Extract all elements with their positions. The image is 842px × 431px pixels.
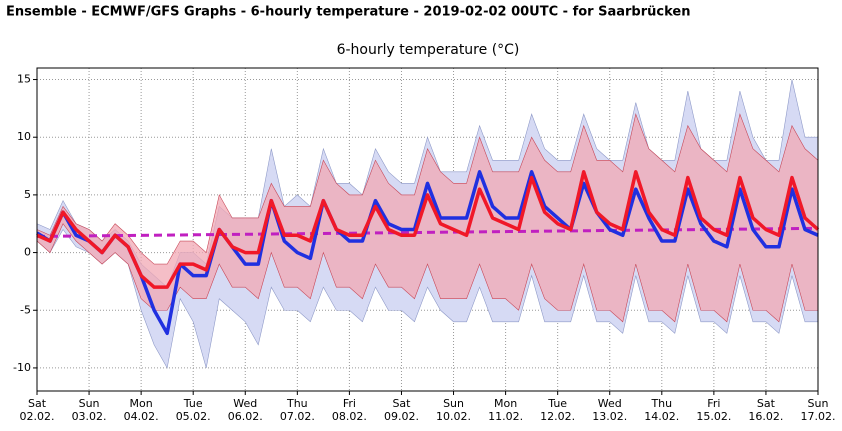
x-tick-weekday: Fri — [707, 397, 720, 410]
x-tick-weekday: Sun — [79, 397, 100, 410]
y-tick-label: 10 — [17, 130, 31, 143]
x-tick-weekday: Wed — [233, 397, 257, 410]
y-tick-label: 0 — [24, 246, 31, 259]
y-tick-label: 15 — [17, 73, 31, 86]
y-tick-label: -5 — [20, 303, 31, 316]
climate-line — [36, 226, 819, 238]
series-line — [36, 170, 820, 289]
x-tick-label: 15.02. — [696, 410, 731, 423]
x-tick-label: 06.02. — [228, 410, 263, 423]
y-tick-label: 5 — [24, 188, 31, 201]
x-tick-label: 03.02. — [72, 410, 107, 423]
x-tick-label: 09.02. — [384, 410, 419, 423]
chart-title: 6-hourly temperature (°C) — [337, 42, 520, 58]
x-tick-label: 17.02. — [801, 410, 836, 423]
x-tick-label: 11.02. — [488, 410, 523, 423]
x-tick-weekday: Wed — [598, 397, 622, 410]
x-tick-label: 04.02. — [124, 410, 159, 423]
x-tick-label: 07.02. — [280, 410, 315, 423]
x-tick-label: 10.02. — [436, 410, 471, 423]
x-tick-label: 02.02. — [20, 410, 55, 423]
x-tick-weekday: Mon — [494, 397, 517, 410]
x-tick-weekday: Thu — [650, 397, 672, 410]
plot-frame — [36, 67, 819, 392]
series-line — [36, 170, 819, 336]
x-tick-weekday: Sat — [28, 397, 47, 410]
x-tick-label: 08.02. — [332, 410, 367, 423]
x-tick-weekday: Tue — [547, 397, 567, 410]
x-tick-weekday: Sat — [392, 397, 411, 410]
x-tick-weekday: Mon — [130, 397, 153, 410]
x-tick-weekday: Sat — [757, 397, 776, 410]
x-tick-label: 16.02. — [748, 410, 783, 423]
x-tick-label: 14.02. — [644, 410, 679, 423]
x-tick-weekday: Thu — [286, 397, 308, 410]
x-tick-label: 13.02. — [592, 410, 627, 423]
plot — [36, 68, 820, 391]
x-tick-label: 12.02. — [540, 410, 575, 423]
x-tick-weekday: Fri — [343, 397, 356, 410]
x-tick-label: 05.02. — [176, 410, 211, 423]
x-tick-weekday: Sun — [808, 397, 829, 410]
x-tick-weekday: Sun — [443, 397, 464, 410]
x-tick-weekday: Tue — [183, 397, 203, 410]
y-tick-label: -10 — [13, 361, 31, 374]
page-title: Ensemble - ECMWF/GFS Graphs - 6-hourly t… — [6, 5, 690, 20]
